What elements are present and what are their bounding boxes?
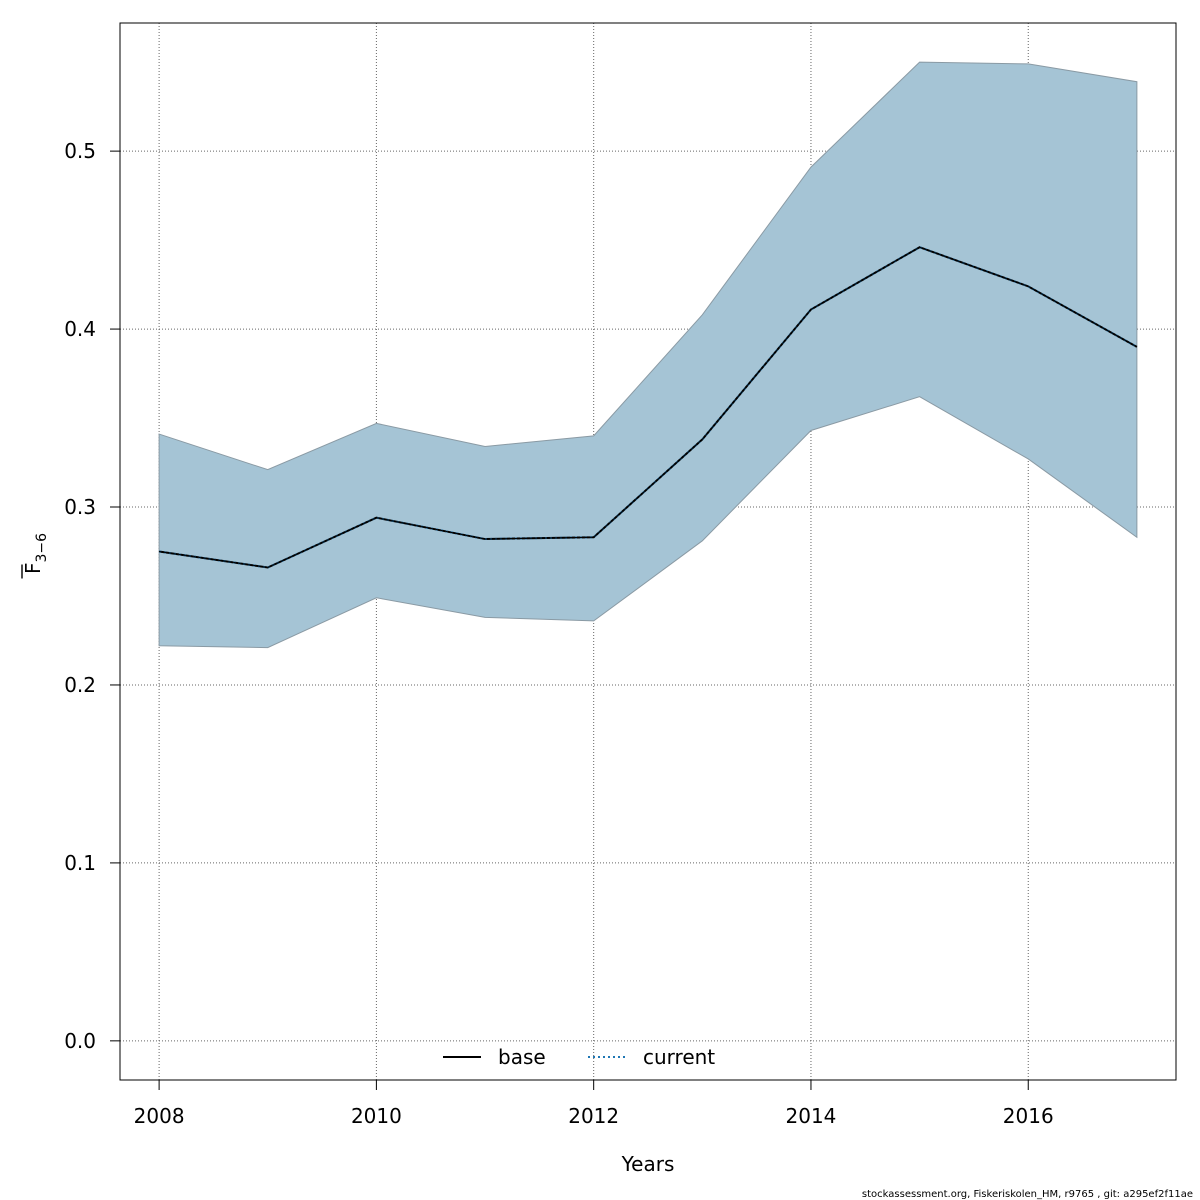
plot-frame <box>119 22 1177 1081</box>
y-tick-label: 0.1 <box>64 851 96 875</box>
y-axis-title: F3−6 <box>21 533 50 574</box>
y-tick-label: 0.5 <box>64 139 96 163</box>
x-tick-label: 2014 <box>786 1104 837 1128</box>
y-axis-title-main: F <box>21 563 45 575</box>
y-tick-label: 0.4 <box>64 317 96 341</box>
x-tick-label: 2012 <box>568 1104 619 1128</box>
legend: base current <box>443 1045 715 1069</box>
y-tick-label: 0.2 <box>64 673 96 697</box>
x-tick-label: 2010 <box>351 1104 402 1128</box>
x-axis-title: Years <box>621 1152 675 1176</box>
confidence-band <box>158 61 1138 649</box>
axes: 2008 2010 2012 2014 2016 0.0 0.1 0.2 0.3 0.4 0.5 <box>64 139 1054 1128</box>
y-axis-title-subscript: 3−6 <box>34 533 50 563</box>
legend-label-base: base <box>498 1045 546 1069</box>
footnote: stockassessment.org, Fiskeriskolen_HM, r… <box>862 1189 1193 1200</box>
legend-label-current: current <box>643 1045 715 1069</box>
series-line-current-overlay <box>159 246 1138 569</box>
series-lines <box>158 246 1138 569</box>
confidence-band-area <box>158 61 1138 649</box>
y-tick-label: 0.0 <box>64 1029 96 1053</box>
x-tick-label: 2008 <box>134 1104 185 1128</box>
x-tick-label: 2016 <box>1003 1104 1054 1128</box>
y-tick-label: 0.3 <box>64 495 96 519</box>
